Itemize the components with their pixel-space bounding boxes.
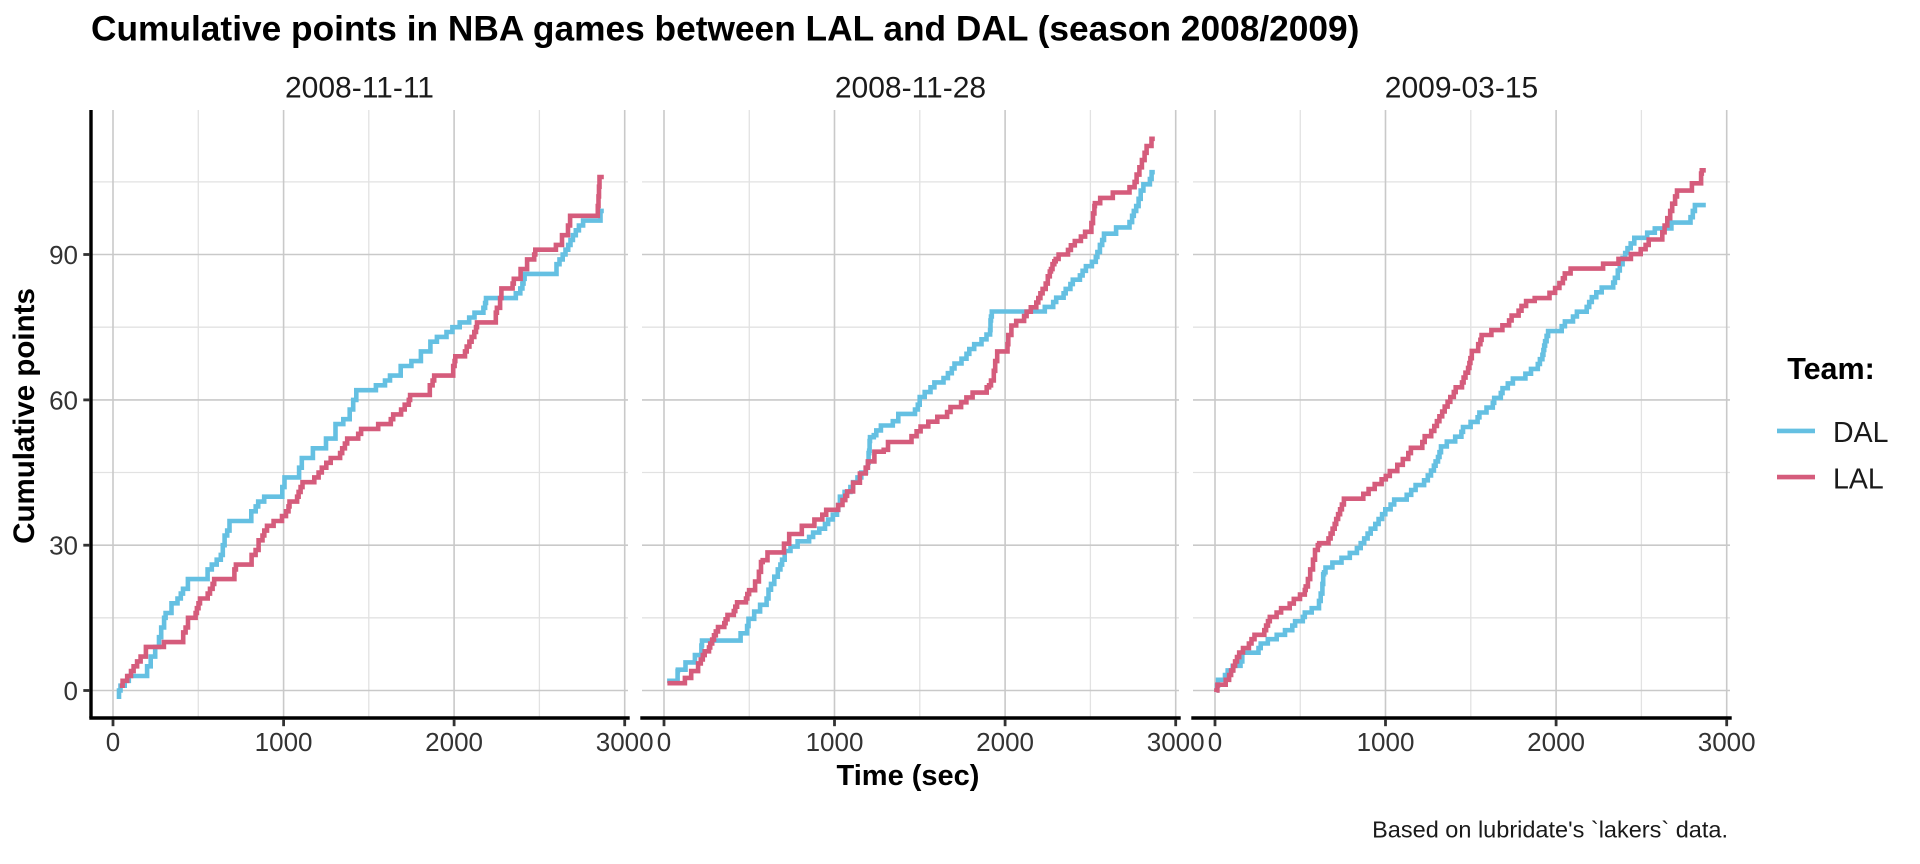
svg-text:2000: 2000 xyxy=(1527,727,1585,757)
svg-text:Cumulative points: Cumulative points xyxy=(8,288,41,544)
svg-text:2009-03-15: 2009-03-15 xyxy=(1385,71,1538,104)
svg-text:Cumulative points in NBA games: Cumulative points in NBA games between L… xyxy=(91,10,1359,49)
svg-text:2008-11-11: 2008-11-11 xyxy=(285,71,434,104)
svg-text:1000: 1000 xyxy=(1357,727,1415,757)
svg-text:0: 0 xyxy=(657,727,671,757)
svg-text:1000: 1000 xyxy=(806,727,864,757)
svg-text:2008-11-28: 2008-11-28 xyxy=(835,71,986,104)
svg-text:90: 90 xyxy=(49,240,78,270)
svg-text:30: 30 xyxy=(49,531,78,561)
svg-text:DAL: DAL xyxy=(1833,417,1888,449)
svg-text:3000: 3000 xyxy=(1698,727,1756,757)
svg-text:1000: 1000 xyxy=(255,727,313,757)
svg-text:3000: 3000 xyxy=(1147,727,1205,757)
svg-text:3000: 3000 xyxy=(596,727,654,757)
svg-text:60: 60 xyxy=(49,385,78,415)
svg-text:0: 0 xyxy=(106,727,120,757)
svg-text:Time (sec): Time (sec) xyxy=(837,760,980,792)
svg-text:0: 0 xyxy=(1208,727,1222,757)
svg-text:0: 0 xyxy=(64,676,78,706)
svg-text:2000: 2000 xyxy=(976,727,1034,757)
svg-text:Team:: Team: xyxy=(1787,352,1875,386)
svg-text:Based on lubridate's `lakers`: Based on lubridate's `lakers` data. xyxy=(1372,817,1728,843)
svg-text:2000: 2000 xyxy=(425,727,483,757)
svg-text:LAL: LAL xyxy=(1833,464,1884,496)
